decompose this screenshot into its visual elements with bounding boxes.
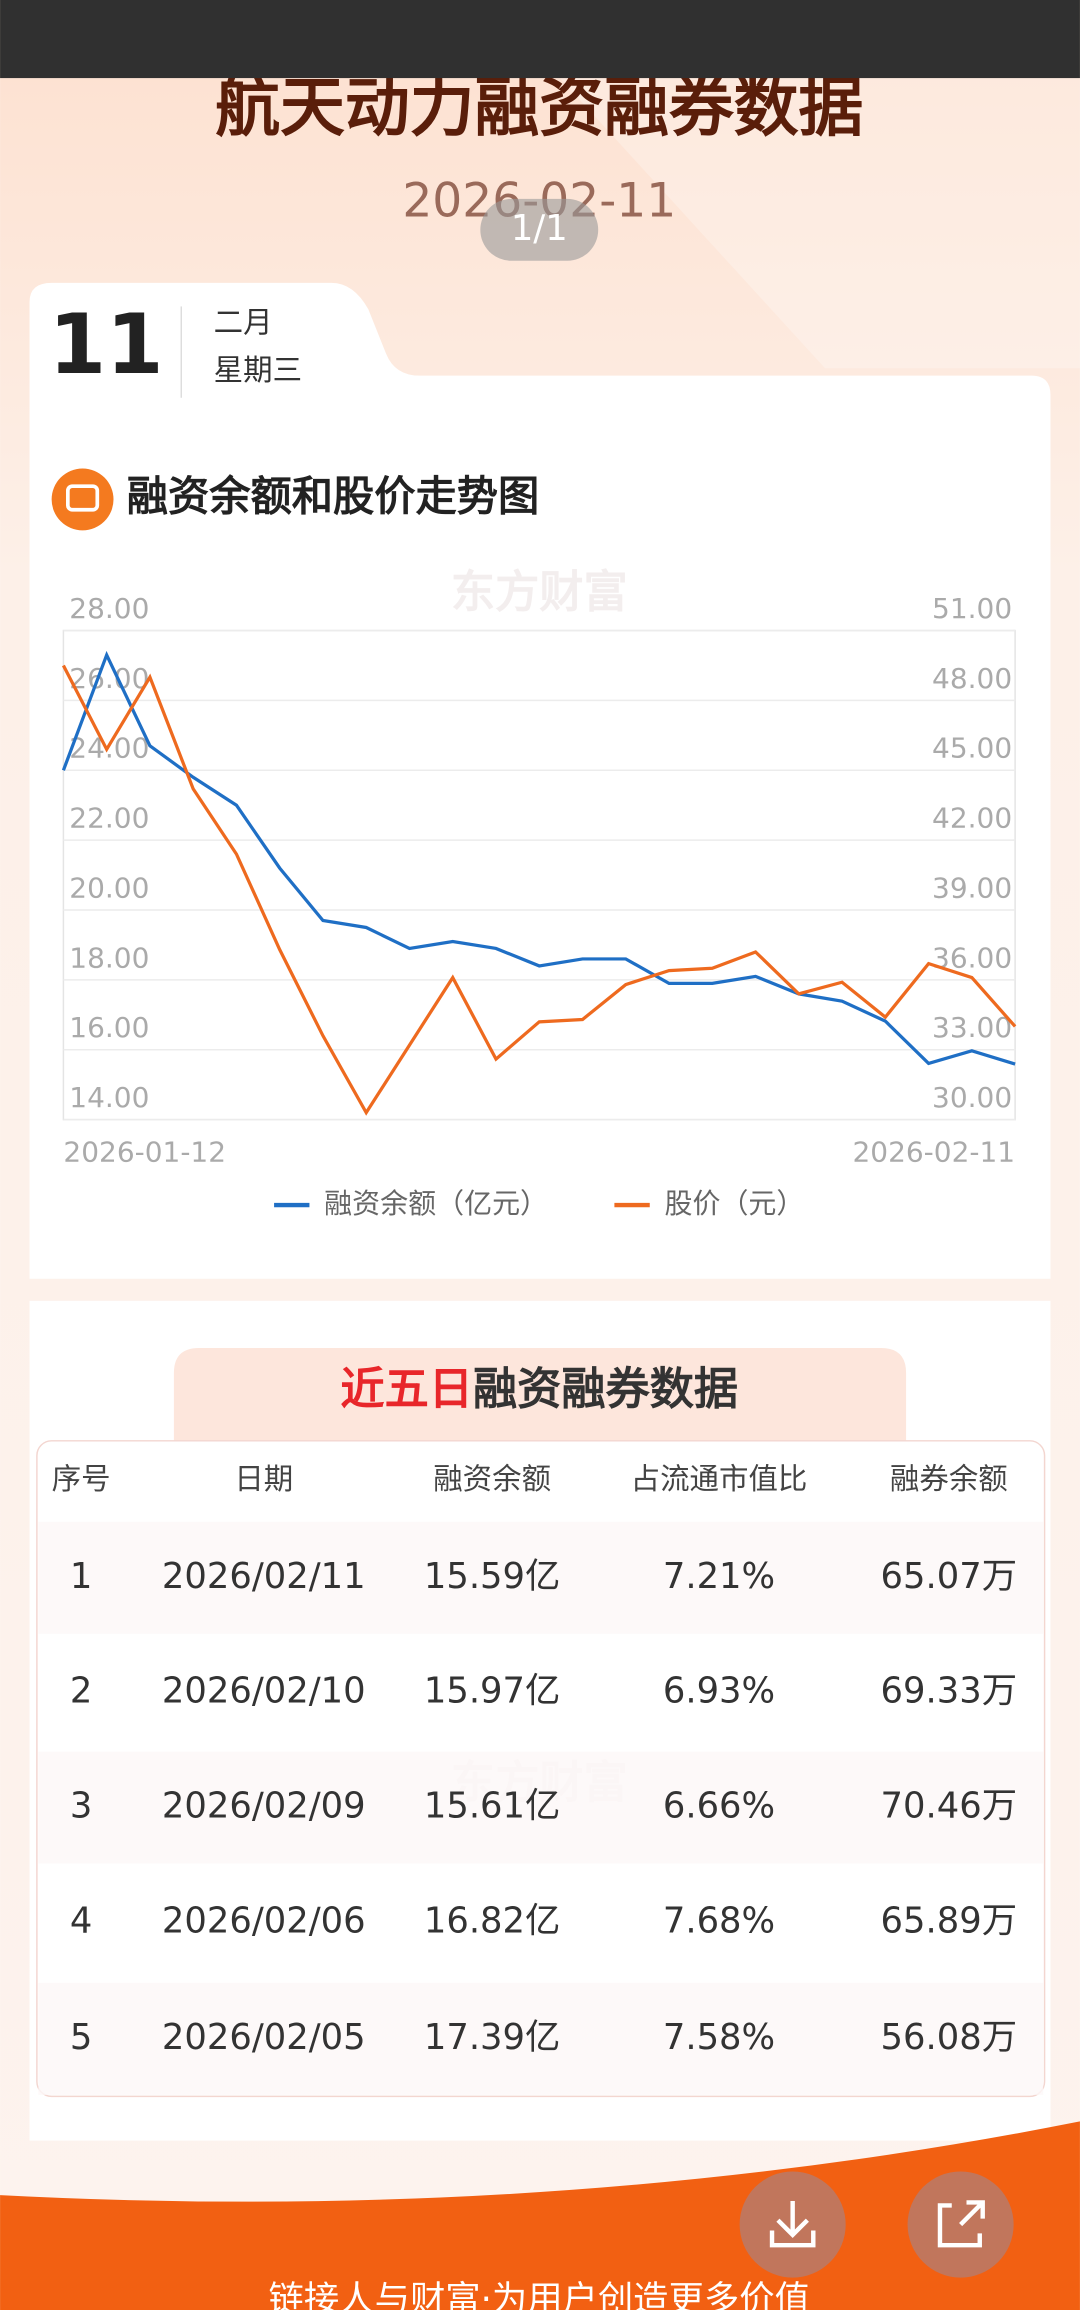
page-indicator: 1/1 [511,208,568,249]
y-tick-label: 14.00 [69,1081,149,1114]
y-tick-label: 18.00 [69,941,149,974]
column-header: 序号 [52,1462,111,1496]
cell: 6.66% [663,1786,775,1827]
cell: 15.97亿 [424,1671,561,1712]
y-tick-label: 20.00 [69,871,149,904]
download-button[interactable] [739,2171,846,2278]
cell: 17.39亿 [424,2017,561,2058]
cell: 2026/02/05 [162,2017,366,2058]
y-tick-label: 16.00 [69,1011,149,1044]
share-button-bg[interactable] [907,2171,1014,2278]
x-tick-label: 2026-02-11 [852,1136,1015,1169]
cell: 16.82亿 [424,1901,561,1942]
cell: 6.93% [663,1671,775,1712]
y2-tick-label: 48.00 [932,662,1012,695]
section-title: 融资余额和股价走势图 [127,472,539,520]
cell: 2 [70,1671,93,1712]
row-background [38,1636,1044,1749]
chart-card [29,282,1051,1279]
y2-tick-label: 33.00 [932,1011,1012,1044]
watermark: 东方财富 [451,567,628,618]
chart: 14.00 16.00 18.00 20.00 22.00 24.00 26.00 28.00… [61,592,1017,1220]
legend-label: 股价（元） [664,1187,804,1220]
section-icon-glyph [65,484,100,512]
cell: 4 [70,1901,93,1942]
table-title-tab [173,1347,907,1441]
cell: 65.07万 [881,1556,1018,1597]
cell: 7.68% [663,1901,775,1942]
table: 序号 日期 融资余额 占流通市值比 融券余额 1 2026/02/11 15.59亿 7.21%… [38,1462,1044,2095]
cell: 2026/02/09 [162,1786,366,1827]
row-background [38,1751,1044,1864]
y2-tick-label: 42.00 [932,802,1012,835]
cell: 2026/02/11 [162,1556,366,1597]
cell: 69.33万 [881,1671,1018,1712]
page-indicator-pill [480,198,599,261]
cell: 65.89万 [881,1901,1018,1942]
cell: 15.61亿 [424,1786,561,1827]
series-line [61,650,1016,1066]
cell: 1 [70,1556,93,1597]
share-button[interactable] [907,2171,1014,2278]
table-title: 近五日融资融券数据 [340,1364,738,1415]
column-header: 融资余额 [433,1462,551,1496]
month: 二月 [214,306,273,340]
footer-slogan: 链接人与财富·为用户创造更多价值 [269,2279,810,2310]
cell: 56.08万 [881,2017,1018,2058]
y-tick-label: 26.00 [69,662,149,695]
column-header: 占流通市值比 [631,1462,808,1496]
table-title-rest: 融资融券数据 [473,1364,738,1415]
status-bar [0,0,1080,79]
y2-tick-label: 30.00 [932,1081,1012,1114]
x-tick-label: 2026-01-12 [63,1136,226,1169]
row-background [38,1521,1044,1634]
table-title-highlight: 近五日 [340,1364,473,1415]
column-header: 日期 [234,1462,293,1496]
cell: 2026/02/06 [162,1901,366,1942]
cell: 7.58% [663,2017,775,2058]
section-icon [51,468,114,531]
cell: 5 [70,2017,93,2058]
y-tick-label: 22.00 [69,802,149,835]
row-background [38,1982,1044,2095]
series-line [61,664,1017,1116]
decoration [559,78,1080,369]
page-title: 航天动力融资融券数据 [215,71,863,146]
cell: 2026/02/10 [162,1671,366,1712]
y-tick-label: 24.00 [69,732,149,765]
cell: 15.59亿 [424,1556,561,1597]
y2-tick-label: 45.00 [932,732,1012,765]
cell: 7.21% [663,1556,775,1597]
download-icon[interactable] [769,2200,816,2248]
day: 11 [49,297,164,393]
row-background [38,1866,1044,1979]
legend-label: 融资余额（亿元） [324,1187,548,1220]
share-icon[interactable] [937,2200,985,2248]
weekday: 星期三 [214,353,302,387]
y2-tick-label: 39.00 [932,871,1012,904]
y2-tick-label: 51.00 [932,592,1012,625]
cell: 3 [70,1786,93,1827]
cell: 70.46万 [881,1786,1018,1827]
column-header: 融券余额 [890,1462,1008,1496]
y-tick-label: 28.00 [69,592,149,625]
